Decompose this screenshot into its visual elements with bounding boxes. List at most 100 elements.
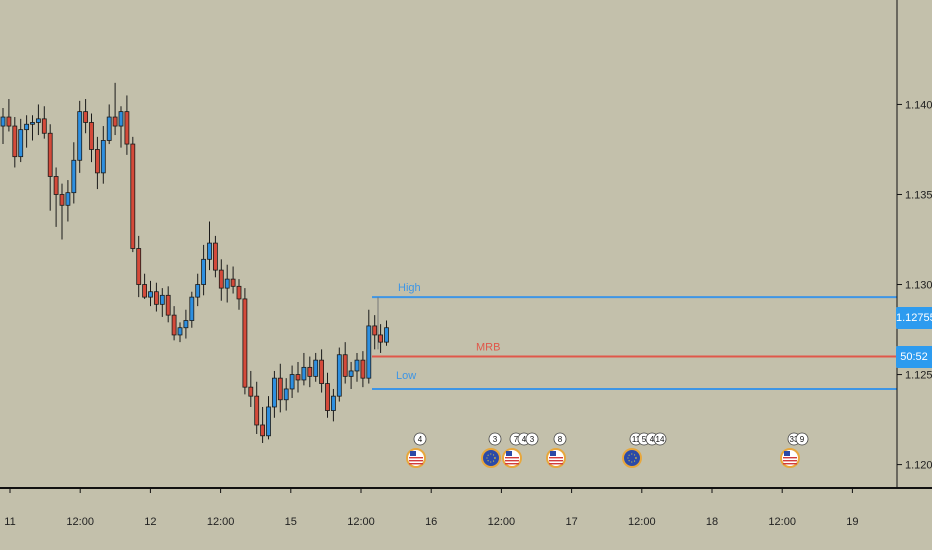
x-tick-label: 16 — [425, 516, 437, 528]
candle — [77, 100, 83, 173]
bull-candle-body — [207, 242, 212, 260]
bull-candle-body — [201, 258, 207, 285]
candle — [301, 352, 307, 386]
event-count-text: 14 — [656, 435, 665, 444]
candle — [248, 370, 254, 407]
bull-candle-body — [301, 366, 307, 381]
bear-candle-body — [325, 383, 330, 411]
event-count-text: 7 — [514, 435, 519, 444]
candle — [24, 115, 30, 148]
candle — [295, 361, 301, 393]
bear-candle-body — [112, 116, 118, 127]
candle — [142, 273, 148, 299]
x-tick-label: 19 — [846, 516, 858, 528]
eu-event-marker[interactable]: 3 — [481, 432, 502, 468]
candle — [153, 282, 159, 312]
candle — [348, 361, 354, 389]
flag-stripe — [505, 463, 519, 465]
bear-candle-body — [6, 116, 12, 127]
x-tick-label: 17 — [565, 516, 577, 528]
bull-candle-body — [71, 159, 77, 194]
flag-stripe — [549, 460, 563, 462]
bull-candle-body — [330, 395, 336, 411]
event-count-text: 3 — [493, 435, 498, 444]
bull-candle-body — [30, 122, 35, 125]
bear-candle-body — [230, 278, 236, 287]
candle — [124, 95, 130, 155]
event-markers: 4 3 7 4 3 8 11 5 4 14 33 9 — [406, 432, 809, 468]
candle — [360, 351, 366, 388]
event-count-badge — [413, 432, 427, 446]
x-tick-label: 12:00 — [207, 516, 235, 528]
x-tick-label: 12:00 — [488, 516, 516, 528]
x-tick-label: 12:00 — [768, 516, 796, 528]
flag-canton — [506, 451, 512, 456]
bear-candle-body — [83, 111, 88, 123]
y-tick-label: 1.14000 — [905, 99, 932, 111]
candle — [89, 113, 94, 163]
candle — [319, 349, 325, 393]
candle — [336, 347, 342, 402]
us-event-marker[interactable]: 4 — [406, 432, 427, 468]
bull-candle-body — [189, 296, 195, 321]
bull-candle-body — [183, 320, 189, 329]
candle — [0, 108, 6, 145]
candle — [65, 180, 71, 222]
x-tick-label: 12 — [144, 516, 156, 528]
candle — [83, 99, 88, 134]
y-tick-label: 1.12500 — [905, 370, 932, 382]
bear-candle-body — [41, 118, 47, 134]
x-tick-label: 12:00 — [66, 516, 94, 528]
y-tick-label: 1.13000 — [905, 280, 932, 292]
flag-stripe — [783, 463, 797, 465]
x-tick-label: 15 — [285, 516, 297, 528]
candle — [159, 288, 165, 317]
candle — [47, 124, 53, 211]
candle — [189, 291, 195, 328]
bear-candle-body — [124, 111, 130, 145]
bear-candle-body — [142, 284, 148, 298]
bull-candle-body — [348, 370, 354, 377]
us-event-marker[interactable]: 8 — [546, 432, 567, 468]
candle — [30, 115, 35, 141]
bear-candle-body — [53, 176, 59, 195]
y-axis-ticks: 1.14000 1.13500 1.13000 1.12500 1.12000 — [897, 99, 932, 472]
bull-candle-body — [266, 406, 271, 437]
candle — [177, 322, 183, 343]
candle — [212, 235, 218, 278]
us-event-marker[interactable]: 33 9 — [780, 432, 809, 468]
bear-candle-body — [319, 359, 325, 384]
bear-candle-body — [59, 194, 65, 206]
candle — [95, 136, 100, 190]
bull-candle-body — [313, 359, 319, 377]
bull-candle-body — [77, 111, 83, 161]
eu-event-marker[interactable]: 11 5 4 14 — [622, 432, 667, 468]
y-tick-label: 1.12000 — [905, 460, 932, 472]
bear-candle-body — [89, 122, 94, 150]
bull-candle-body — [289, 374, 295, 390]
bear-candle-body — [277, 377, 283, 401]
bull-candle-body — [384, 327, 389, 343]
candle — [171, 306, 177, 341]
candle — [242, 288, 248, 395]
candle — [372, 315, 378, 350]
bear-candle-body — [236, 285, 242, 300]
bear-candle-body — [254, 395, 260, 426]
bear-candle-body — [95, 149, 100, 174]
current-price-tag: 1.12755 — [896, 307, 932, 329]
bear-candle-body — [378, 334, 384, 343]
bull-candle-body — [159, 294, 165, 305]
bull-candle-body — [118, 111, 124, 127]
candle — [260, 406, 266, 443]
flag-stripe — [505, 457, 519, 459]
candle — [112, 82, 118, 136]
candle — [325, 372, 330, 418]
eu-stars — [486, 453, 496, 463]
candle — [136, 235, 142, 298]
candle — [218, 259, 224, 301]
x-tick-label: 12:00 — [628, 516, 656, 528]
bull-candle-body — [195, 284, 201, 298]
